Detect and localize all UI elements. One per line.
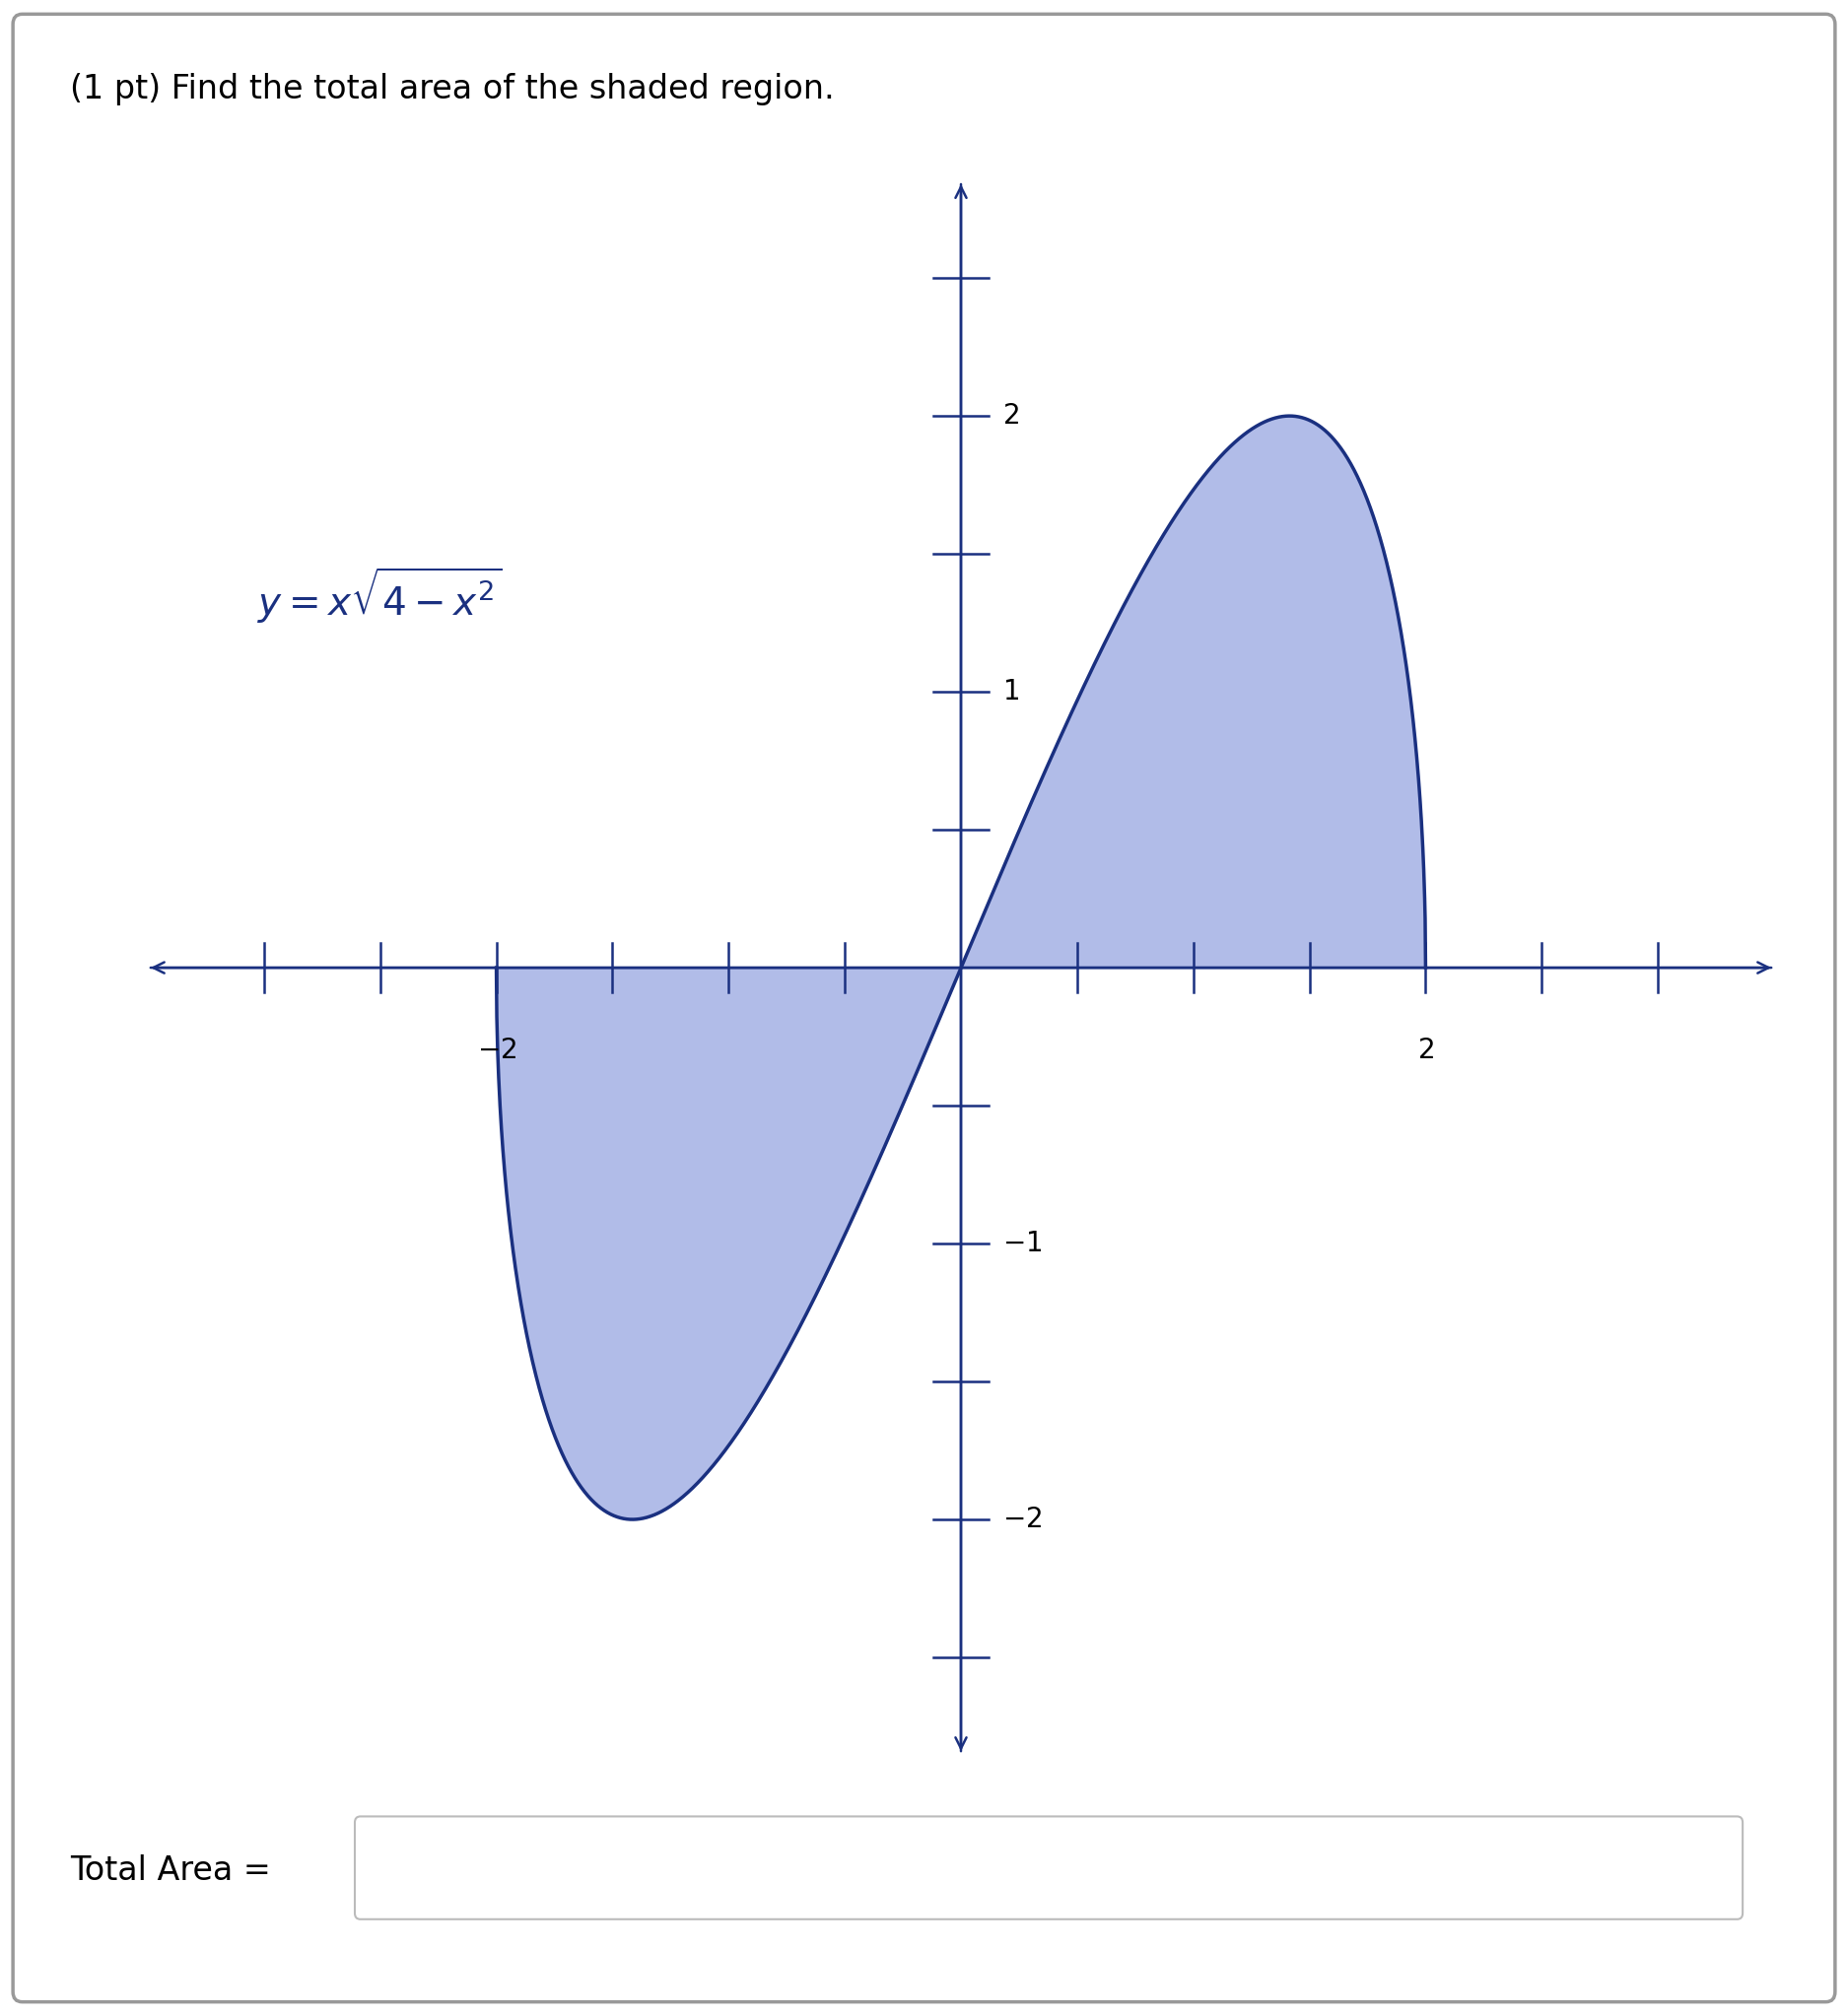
Text: 0: 0 bbox=[388, 1853, 408, 1885]
Text: $-2$: $-2$ bbox=[477, 1036, 516, 1064]
Text: $-2$: $-2$ bbox=[1003, 1506, 1042, 1534]
Text: $-1$: $-1$ bbox=[1003, 1230, 1042, 1258]
Text: $1$: $1$ bbox=[1003, 677, 1020, 706]
Text: Total Area =: Total Area = bbox=[70, 1855, 281, 1887]
Text: $y = x\sqrt{4 - x^2}$: $y = x\sqrt{4 - x^2}$ bbox=[257, 564, 503, 625]
FancyBboxPatch shape bbox=[355, 1816, 1743, 1919]
Text: $2$: $2$ bbox=[1417, 1036, 1434, 1064]
Text: $2$: $2$ bbox=[1003, 401, 1020, 429]
Text: (1 pt) Find the total area of the shaded region.: (1 pt) Find the total area of the shaded… bbox=[70, 73, 835, 105]
